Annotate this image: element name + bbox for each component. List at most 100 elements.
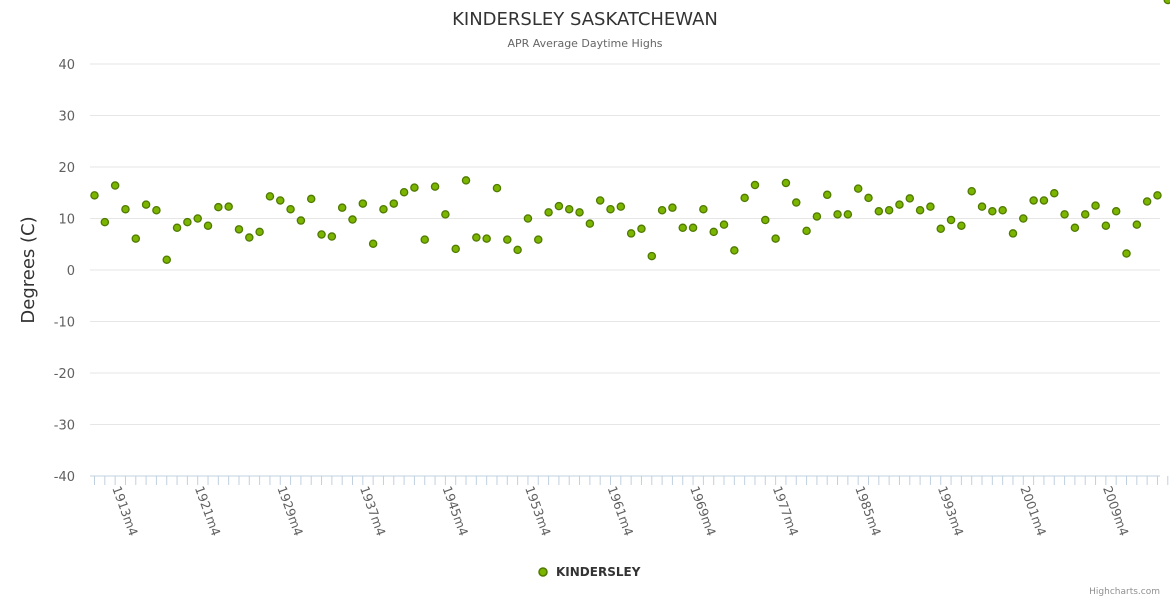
data-point[interactable] (781, 178, 791, 188)
data-point[interactable] (141, 200, 151, 209)
data-point[interactable] (544, 208, 553, 217)
data-point[interactable] (895, 200, 904, 209)
data-point[interactable] (348, 215, 357, 224)
data-point[interactable] (1080, 210, 1090, 219)
data-point[interactable] (296, 216, 306, 225)
data-point[interactable] (1122, 249, 1131, 258)
data-point[interactable] (1111, 207, 1121, 216)
data-point[interactable] (853, 184, 863, 193)
data-point[interactable] (368, 239, 378, 248)
data-point[interactable] (513, 245, 522, 255)
data-point[interactable] (874, 207, 884, 216)
data-point[interactable] (915, 206, 925, 215)
data-point[interactable] (214, 202, 223, 212)
data-point[interactable] (1039, 196, 1049, 205)
data-point[interactable] (420, 235, 429, 244)
data-point[interactable] (709, 227, 718, 237)
data-point[interactable] (265, 192, 275, 201)
data-point[interactable] (131, 234, 141, 243)
data-point[interactable] (245, 233, 254, 242)
data-point[interactable] (193, 214, 202, 223)
data-point[interactable] (327, 232, 337, 241)
data-point[interactable] (626, 229, 636, 238)
data-point[interactable] (998, 206, 1007, 215)
data-point[interactable] (822, 190, 832, 200)
legend[interactable]: KINDERSLEY (538, 565, 641, 579)
data-point[interactable] (833, 210, 842, 219)
data-point[interactable] (957, 221, 966, 230)
data-point[interactable] (399, 187, 409, 197)
data-point[interactable] (771, 234, 780, 243)
data-point[interactable] (1091, 201, 1100, 210)
data-point[interactable] (657, 206, 667, 215)
data-point[interactable] (379, 204, 388, 214)
data-point[interactable] (554, 201, 564, 211)
data-point[interactable] (183, 217, 192, 227)
data-point[interactable] (812, 212, 822, 221)
data-point[interactable] (337, 203, 347, 212)
data-point[interactable] (750, 180, 760, 190)
data-point[interactable] (90, 191, 99, 200)
data-point[interactable] (740, 193, 749, 203)
data-point[interactable] (905, 194, 915, 203)
data-point[interactable] (1101, 221, 1111, 230)
data-point[interactable] (967, 186, 976, 196)
data-point[interactable] (564, 204, 574, 214)
data-point[interactable] (1132, 220, 1142, 229)
data-point[interactable] (523, 214, 533, 223)
data-point[interactable] (162, 255, 171, 264)
data-point[interactable] (637, 224, 646, 234)
data-point[interactable] (1019, 214, 1028, 223)
data-point[interactable] (110, 181, 120, 190)
data-point[interactable] (152, 206, 161, 215)
data-point[interactable] (884, 206, 894, 215)
data-point[interactable] (503, 235, 512, 244)
data-point[interactable] (988, 207, 997, 216)
data-point[interactable] (678, 223, 687, 233)
data-point[interactable] (410, 183, 419, 192)
data-point[interactable] (719, 220, 729, 229)
data-point[interactable] (606, 204, 615, 214)
data-point[interactable] (730, 246, 739, 255)
data-point[interactable] (255, 227, 264, 237)
data-point[interactable] (172, 223, 182, 233)
data-point[interactable] (1029, 196, 1038, 205)
data-point[interactable] (224, 202, 233, 211)
data-point[interactable] (234, 225, 244, 234)
data-point[interactable] (430, 182, 440, 191)
data-point[interactable] (492, 183, 502, 193)
data-point[interactable] (389, 199, 399, 208)
data-point[interactable] (441, 210, 450, 219)
data-point[interactable] (699, 204, 708, 214)
data-point[interactable] (534, 235, 543, 244)
data-point[interactable] (668, 203, 677, 212)
data-point[interactable] (100, 217, 110, 227)
legend-label-kindersley[interactable]: KINDERSLEY (556, 565, 641, 579)
data-point[interactable] (1142, 197, 1152, 206)
data-point[interactable] (1050, 189, 1059, 198)
data-point[interactable] (936, 224, 945, 234)
data-point[interactable] (358, 199, 368, 208)
data-point[interactable] (688, 223, 698, 233)
data-point[interactable] (306, 194, 316, 204)
data-point[interactable] (286, 204, 295, 214)
data-point[interactable] (585, 219, 595, 228)
data-point[interactable] (482, 234, 491, 243)
credits-link[interactable]: Highcharts.com (1089, 587, 1160, 597)
data-point[interactable] (575, 208, 584, 217)
data-point[interactable] (616, 202, 626, 211)
data-point[interactable] (1153, 191, 1162, 200)
data-point[interactable] (203, 221, 213, 230)
data-point[interactable] (802, 226, 811, 236)
data-point[interactable] (1070, 223, 1080, 233)
data-point[interactable] (926, 202, 935, 211)
data-point[interactable] (843, 210, 853, 219)
data-point[interactable] (647, 251, 657, 261)
data-point[interactable] (595, 196, 605, 205)
data-point[interactable] (1008, 229, 1018, 238)
series-kindersley[interactable] (90, 0, 1170, 264)
data-point[interactable] (472, 233, 481, 242)
data-point[interactable] (1163, 0, 1170, 5)
data-point[interactable] (761, 215, 770, 225)
data-point[interactable] (461, 176, 471, 185)
